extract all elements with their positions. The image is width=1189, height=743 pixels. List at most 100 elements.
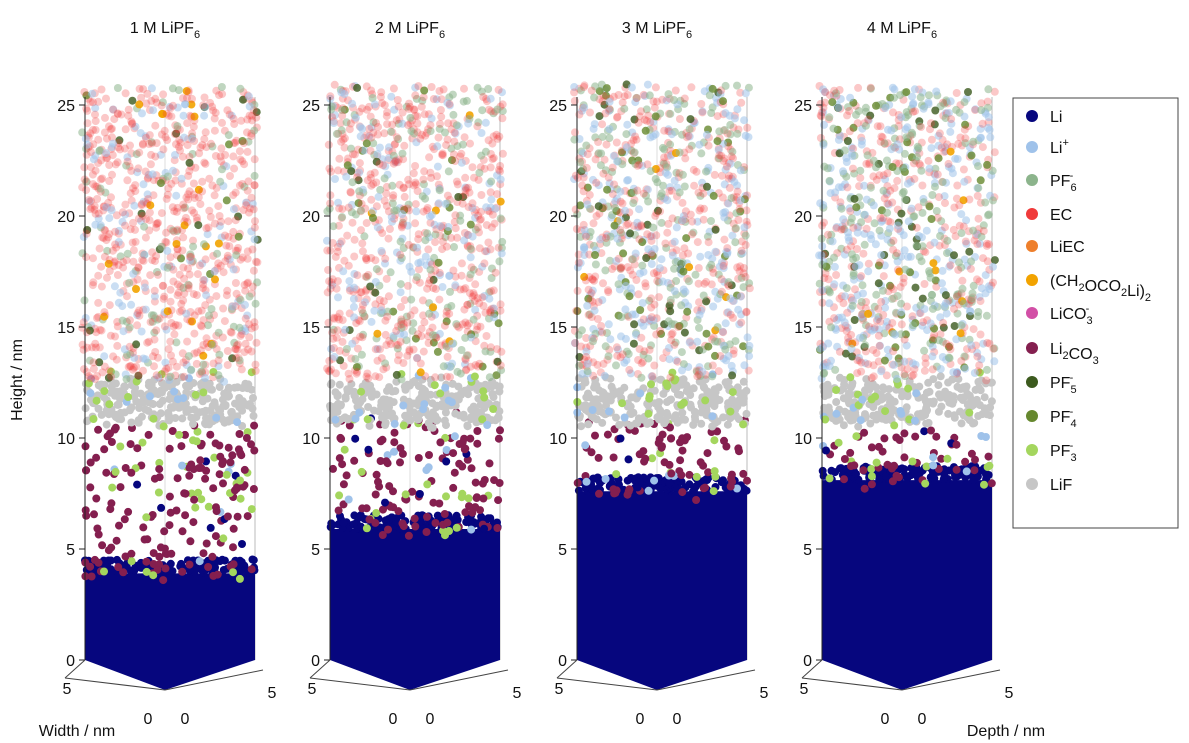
particle: [637, 107, 645, 115]
particle: [726, 184, 734, 192]
particle: [249, 394, 257, 402]
particle: [737, 99, 745, 107]
particle: [87, 459, 95, 467]
particle: [248, 565, 256, 573]
particle: [179, 527, 187, 535]
particle: [151, 348, 159, 356]
particle: [624, 91, 632, 99]
particle: [743, 192, 751, 200]
particle: [690, 384, 698, 392]
particle: [189, 243, 197, 251]
particle: [694, 238, 702, 246]
particle: [236, 182, 244, 190]
particle: [477, 323, 485, 331]
particle: [449, 91, 457, 99]
particle: [358, 125, 366, 133]
z-tick-label: 0: [181, 711, 190, 728]
particle: [391, 141, 399, 149]
particle: [363, 504, 371, 512]
panel-title: 2 M LiPF6: [375, 20, 445, 41]
particle: [434, 348, 442, 356]
particle: [468, 464, 476, 472]
particle: [427, 266, 435, 274]
particle: [397, 320, 405, 328]
particle: [340, 257, 348, 265]
particle: [236, 575, 244, 583]
particle: [225, 416, 233, 424]
particle: [733, 402, 741, 410]
particle: [149, 571, 157, 579]
particle: [252, 367, 260, 375]
particle: [486, 459, 494, 467]
particle: [624, 477, 632, 485]
particle: [411, 515, 419, 523]
particle: [124, 393, 132, 401]
particle: [213, 507, 221, 515]
particle: [397, 338, 405, 346]
particle: [575, 362, 583, 370]
particle: [246, 103, 254, 111]
y-tick-label: 10: [549, 431, 567, 448]
particle: [220, 390, 228, 398]
particle: [163, 110, 171, 118]
particle: [194, 270, 202, 278]
particle: [463, 422, 471, 430]
particle: [167, 286, 175, 294]
particle: [446, 288, 454, 296]
particle: [453, 524, 461, 532]
particle: [377, 93, 385, 101]
particle: [841, 455, 849, 463]
panel: 4 M LiPF605101520250505: [794, 20, 1013, 728]
particle: [353, 84, 361, 92]
lithium-block: [577, 491, 747, 690]
particle: [174, 322, 182, 330]
particle: [650, 269, 658, 277]
particle: [127, 301, 135, 309]
particle: [658, 255, 666, 263]
particle: [425, 310, 433, 318]
particle: [203, 540, 211, 548]
particle: [927, 427, 935, 435]
particle: [720, 213, 728, 221]
particle: [343, 345, 351, 353]
particle: [436, 269, 444, 277]
particle: [377, 306, 385, 314]
particle: [898, 392, 906, 400]
particle: [644, 355, 652, 363]
particle: [669, 252, 677, 260]
particle: [440, 85, 448, 93]
particle: [832, 398, 840, 406]
particle: [985, 453, 993, 461]
particle: [641, 455, 649, 463]
particle: [946, 128, 954, 136]
particle: [211, 115, 219, 123]
particle: [664, 412, 672, 420]
particle: [94, 426, 102, 434]
particle: [698, 108, 706, 116]
particle: [659, 144, 667, 152]
particle: [480, 302, 488, 310]
particle: [658, 219, 666, 227]
particle: [388, 514, 396, 522]
particle: [477, 409, 485, 417]
particle: [336, 381, 344, 389]
particle: [444, 353, 452, 361]
particle: [736, 205, 744, 213]
particle: [606, 335, 614, 343]
particle: [665, 355, 673, 363]
particle: [160, 422, 168, 430]
particle: [196, 261, 204, 269]
particle: [892, 434, 900, 442]
particle: [605, 125, 613, 133]
particle: [350, 392, 358, 400]
particle: [247, 130, 255, 138]
particle: [708, 372, 716, 380]
particle: [857, 416, 865, 424]
particle: [88, 90, 96, 98]
particle: [332, 416, 340, 424]
particle: [637, 374, 645, 382]
particle: [202, 291, 210, 299]
particle: [469, 199, 477, 207]
particle: [460, 98, 468, 106]
particle: [178, 414, 186, 422]
